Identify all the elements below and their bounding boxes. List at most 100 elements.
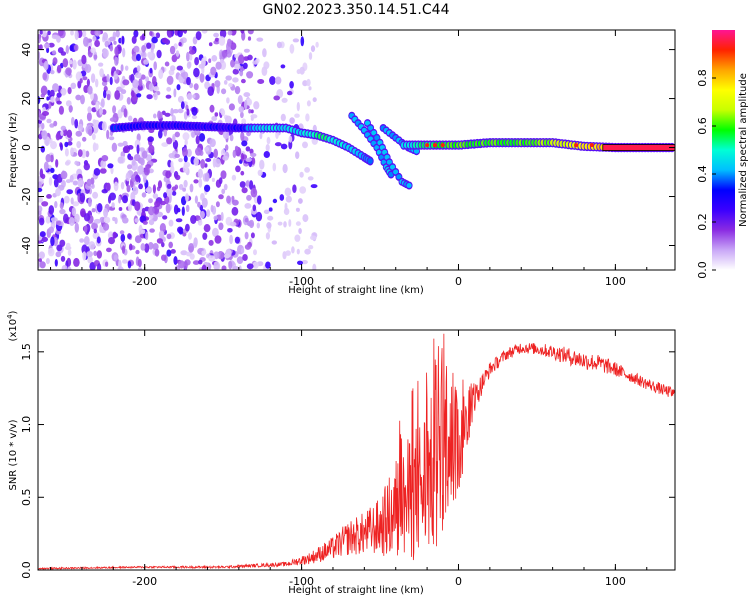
noise-blob bbox=[235, 165, 241, 173]
branch-track-1-point bbox=[406, 183, 412, 188]
noise-blob bbox=[138, 183, 144, 190]
noise-blob bbox=[179, 30, 185, 33]
noise-blob bbox=[48, 205, 55, 215]
noise-blob bbox=[211, 177, 215, 182]
noise-blob bbox=[83, 236, 90, 246]
noise-blob bbox=[112, 105, 117, 114]
noise-blob bbox=[200, 210, 205, 219]
noise-blob bbox=[147, 136, 154, 143]
noise-blob bbox=[221, 88, 227, 95]
noise-blob bbox=[161, 110, 166, 116]
noise-blob bbox=[153, 113, 157, 119]
noise-blob bbox=[242, 62, 248, 69]
noise-blob bbox=[222, 155, 229, 161]
noise-blob bbox=[164, 112, 171, 117]
noise-blob bbox=[226, 50, 232, 58]
noise-blob bbox=[242, 254, 248, 261]
noise-blob bbox=[93, 54, 98, 60]
noise-blob bbox=[67, 249, 72, 256]
noise-blob bbox=[299, 66, 305, 75]
noise-blob bbox=[259, 132, 263, 140]
noise-blob bbox=[79, 238, 85, 243]
y-tick-label: 0.0 bbox=[20, 561, 33, 579]
noise-blob bbox=[213, 32, 220, 38]
noise-blob bbox=[65, 67, 72, 76]
noise-blob bbox=[147, 206, 155, 216]
noise-blob bbox=[95, 78, 99, 88]
noise-blob bbox=[182, 132, 190, 141]
colorbar-label: Normalized spectral amplitude bbox=[738, 73, 749, 227]
noise-blob bbox=[71, 116, 75, 126]
noise-blob bbox=[241, 140, 248, 147]
noise-blob bbox=[56, 100, 62, 105]
noise-blob bbox=[132, 79, 139, 89]
noise-blob bbox=[81, 54, 87, 65]
noise-blob bbox=[39, 261, 46, 269]
noise-blob bbox=[215, 61, 222, 70]
noise-blob bbox=[206, 209, 211, 218]
noise-blob bbox=[135, 174, 140, 183]
noise-blob bbox=[107, 163, 114, 169]
noise-blob bbox=[77, 123, 83, 132]
noise-blob bbox=[50, 96, 55, 103]
noise-blob bbox=[176, 84, 181, 91]
noise-blob bbox=[133, 154, 141, 162]
noise-blob bbox=[127, 260, 132, 269]
noise-blob bbox=[232, 266, 239, 270]
noise-blob bbox=[183, 179, 188, 188]
noise-blob bbox=[158, 129, 163, 139]
noise-blob bbox=[48, 42, 55, 48]
noise-blob bbox=[276, 41, 282, 49]
noise-blob bbox=[177, 108, 184, 114]
noise-blob bbox=[280, 143, 288, 150]
noise-blob bbox=[92, 119, 97, 125]
noise-blob bbox=[289, 43, 295, 54]
noise-blob bbox=[99, 224, 103, 233]
noise-blob bbox=[228, 82, 233, 88]
hotspot bbox=[589, 143, 594, 148]
noise-blob bbox=[227, 30, 233, 36]
noise-blob bbox=[241, 187, 248, 194]
noise-blob bbox=[60, 130, 64, 137]
noise-blob bbox=[102, 32, 109, 41]
noise-blob bbox=[161, 142, 169, 148]
noise-blob bbox=[102, 48, 109, 58]
noise-blob bbox=[141, 192, 147, 198]
noise-blob bbox=[253, 249, 257, 256]
noise-blob bbox=[230, 42, 237, 50]
noise-blob bbox=[170, 107, 174, 117]
noise-blob bbox=[185, 193, 189, 202]
noise-blob bbox=[66, 129, 73, 138]
noise-blob bbox=[195, 135, 200, 145]
noise-blob bbox=[280, 113, 286, 122]
noise-blob bbox=[201, 250, 207, 255]
noise-blob bbox=[308, 52, 313, 60]
noise-blob bbox=[197, 201, 201, 208]
noise-blob bbox=[41, 236, 48, 242]
noise-blob bbox=[99, 68, 104, 78]
noise-blob bbox=[186, 61, 191, 69]
noise-blob bbox=[38, 205, 43, 213]
noise-blob bbox=[152, 243, 159, 250]
noise-blob bbox=[83, 36, 89, 47]
noise-blob bbox=[72, 59, 77, 70]
hotspot bbox=[425, 143, 430, 148]
noise-blob bbox=[39, 217, 45, 226]
noise-blob bbox=[117, 156, 124, 164]
noise-blob bbox=[165, 170, 171, 179]
noise-blob bbox=[173, 88, 177, 98]
noise-blob bbox=[249, 148, 254, 155]
noise-blob bbox=[296, 248, 300, 255]
noise-blob bbox=[50, 236, 55, 247]
noise-blob bbox=[120, 64, 124, 72]
noise-blob bbox=[135, 249, 140, 255]
noise-blob bbox=[186, 108, 190, 116]
noise-blob bbox=[74, 30, 79, 41]
colorbar-gradient bbox=[712, 30, 735, 270]
noise-blob bbox=[63, 213, 69, 224]
noise-blob bbox=[57, 47, 64, 54]
noise-blob bbox=[229, 234, 234, 245]
noise-blob bbox=[186, 148, 192, 157]
noise-blob bbox=[87, 256, 93, 264]
noise-blob bbox=[244, 203, 252, 209]
